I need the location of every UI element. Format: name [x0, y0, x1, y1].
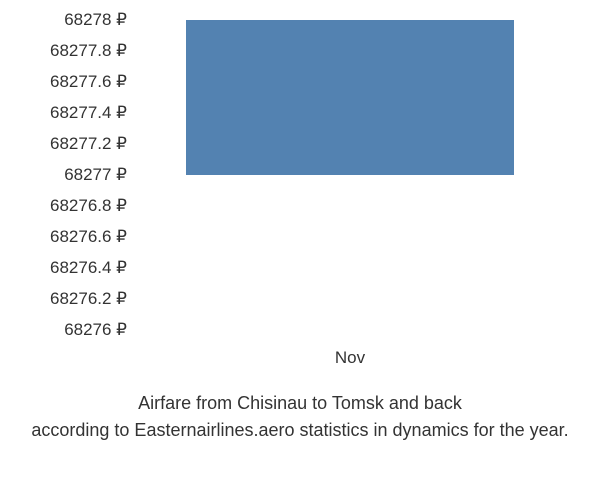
bar	[186, 20, 514, 175]
y-tick-label: 68277.8 ₽	[50, 41, 127, 61]
x-tick-label: Nov	[335, 348, 365, 368]
y-tick-label: 68276.4 ₽	[50, 258, 127, 278]
y-tick-label: 68276.6 ₽	[50, 227, 127, 247]
y-tick-label: 68276 ₽	[64, 320, 127, 340]
y-tick-label: 68276.8 ₽	[50, 196, 127, 216]
x-axis: Nov	[140, 340, 560, 370]
caption-line2: according to Easternairlines.aero statis…	[31, 420, 568, 440]
y-tick-label: 68277 ₽	[64, 165, 127, 185]
y-tick-label: 68276.2 ₽	[50, 289, 127, 309]
y-tick-label: 68277.4 ₽	[50, 103, 127, 123]
plot-area	[140, 20, 560, 330]
y-tick-label: 68277.6 ₽	[50, 72, 127, 92]
chart-caption: Airfare from Chisinau to Tomsk and back …	[0, 390, 600, 444]
caption-line1: Airfare from Chisinau to Tomsk and back	[138, 393, 462, 413]
y-tick-label: 68277.2 ₽	[50, 134, 127, 154]
y-tick-label: 68278 ₽	[64, 10, 127, 30]
chart-container: 68278 ₽ 68277.8 ₽ 68277.6 ₽ 68277.4 ₽ 68277.…	[0, 0, 600, 500]
y-axis: 68278 ₽68277.8 ₽68277.6 ₽68277.4 ₽68277.…	[0, 20, 135, 330]
